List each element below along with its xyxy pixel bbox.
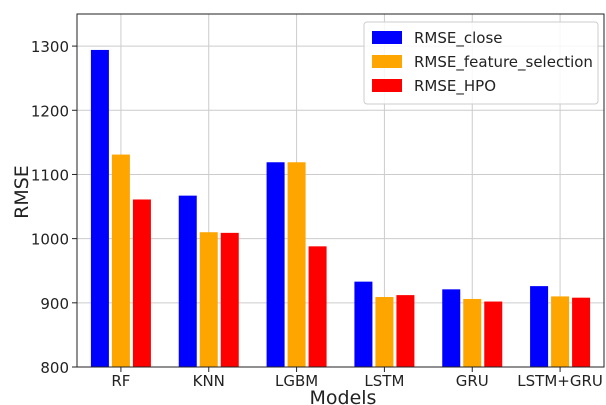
bar-rmse-close-gru <box>442 289 461 367</box>
plot-frame <box>76 13 605 368</box>
x-tick-label: LGBM <box>275 372 318 390</box>
bar-rmse-hpo-knn <box>220 232 239 367</box>
bar-rmse-close-rf <box>90 49 109 367</box>
y-tick-label: 1000 <box>31 231 69 249</box>
y-tick-label: 1300 <box>31 38 69 56</box>
y-tick-label: 1200 <box>31 102 69 120</box>
bar-rmse-close-knn <box>178 195 197 367</box>
legend-label: RMSE_HPO <box>414 77 496 96</box>
bar-rmse-hpo-lstm <box>396 295 415 367</box>
y-tick-label: 800 <box>40 359 69 377</box>
y-axis-label: RMSE <box>11 165 33 219</box>
bar-rmse-feature-selection-lstm <box>375 297 394 367</box>
bar-rmse-feature-selection-knn <box>199 232 218 367</box>
bar-rmse-hpo-rf <box>132 199 151 367</box>
x-tick-label: RF <box>111 372 130 390</box>
x-tick-label: LSTM <box>364 372 404 390</box>
y-tick-label: 900 <box>40 295 69 313</box>
x-tick-label: LSTM+GRU <box>517 372 603 390</box>
bar-rmse-feature-selection-lgbm <box>287 162 306 367</box>
x-tick-label: GRU <box>456 372 489 390</box>
legend-label: RMSE_feature_selection <box>414 53 593 72</box>
bar-rmse-hpo-gru <box>484 301 503 367</box>
bar-rmse-close-lstm-gru <box>530 286 549 367</box>
bar-rmse-feature-selection-lstm-gru <box>551 296 570 367</box>
bar-rmse-hpo-lgbm <box>308 246 327 367</box>
legend: RMSE_close RMSE_feature_selection RMSE_HPO <box>363 21 599 105</box>
y-tick-label: 1100 <box>31 166 69 184</box>
axes <box>72 13 605 372</box>
bar-rmse-close-lgbm <box>266 162 285 367</box>
bar-rmse-feature-selection-rf <box>111 154 130 367</box>
legend-swatch <box>372 55 402 68</box>
legend-swatch <box>372 79 402 92</box>
bar-rmse-hpo-lstm-gru <box>572 297 591 367</box>
legend-label: RMSE_close <box>414 29 503 48</box>
bar-rmse-close-lstm <box>354 281 373 367</box>
x-tick-label: KNN <box>193 372 225 390</box>
y-tick-labels: 800 900 1000 1100 1200 1300 <box>31 38 69 377</box>
bar-rmse-feature-selection-gru <box>463 298 482 367</box>
x-tick-labels: RF KNN LGBM LSTM GRU LSTM+GRU <box>111 372 602 390</box>
x-axis-label: Models <box>310 387 377 405</box>
bars <box>90 49 591 367</box>
legend-swatch <box>372 31 402 44</box>
legend-box <box>363 21 599 105</box>
